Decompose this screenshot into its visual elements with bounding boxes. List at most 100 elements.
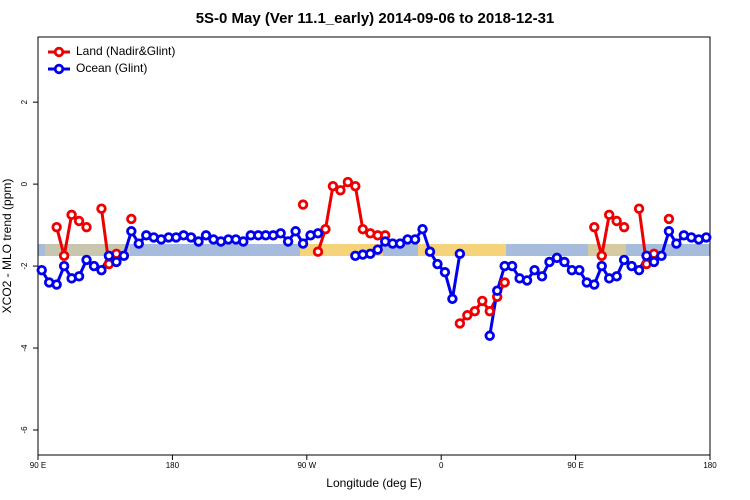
data-point — [350, 180, 361, 192]
y-tick-label: -2 — [20, 262, 29, 270]
data-point — [133, 238, 144, 249]
data-point — [484, 305, 495, 317]
data-point — [342, 176, 354, 188]
data-point — [282, 236, 294, 247]
plot-frame — [37, 36, 711, 456]
data-point — [417, 223, 428, 235]
data-point — [73, 271, 85, 282]
data-point — [51, 221, 62, 233]
legend-label: Land (Nadir&Glint) — [76, 44, 175, 58]
data-point — [484, 330, 495, 341]
data-point — [559, 256, 570, 268]
legend-marker — [53, 46, 65, 58]
data-point — [96, 264, 107, 276]
data-point — [477, 295, 488, 307]
data-point — [432, 258, 443, 270]
legend-label: Ocean (Glint) — [76, 61, 147, 75]
data-point — [506, 260, 518, 272]
data-point — [626, 260, 637, 272]
data-point — [297, 199, 309, 210]
data-point — [589, 221, 600, 233]
data-point — [596, 250, 607, 262]
data-point — [641, 250, 652, 262]
data-point — [492, 285, 503, 296]
data-point — [536, 271, 548, 282]
land-band — [588, 244, 626, 256]
x-tick-label: 90 E — [567, 461, 583, 470]
x-tick-label: 90 E — [30, 461, 46, 470]
y-tick-label: -4 — [20, 344, 29, 352]
data-point — [372, 244, 383, 255]
data-point — [290, 226, 301, 237]
data-point — [604, 209, 615, 221]
data-point — [544, 256, 555, 268]
data-point — [312, 246, 324, 257]
data-point — [275, 228, 286, 239]
data-point — [499, 277, 510, 288]
x-tick-label: 180 — [166, 461, 180, 470]
data-point — [529, 264, 540, 276]
data-point — [611, 215, 622, 227]
x-tick-label: 180 — [703, 461, 717, 470]
data-point — [618, 254, 630, 266]
data-point — [185, 232, 197, 243]
data-point — [81, 254, 92, 266]
data-point — [365, 248, 376, 259]
data-point — [36, 264, 47, 276]
x-tick-label: 0 — [439, 461, 444, 470]
x-axis-label: Longitude (deg E) — [326, 476, 421, 490]
data-point — [58, 250, 70, 262]
data-point — [126, 226, 137, 237]
data-point — [551, 252, 563, 264]
data-point — [394, 238, 406, 249]
y-tick-label: -6 — [20, 426, 29, 434]
data-point — [671, 238, 682, 249]
data-point — [73, 215, 85, 227]
data-point — [589, 279, 600, 290]
data-point — [51, 279, 62, 290]
data-point — [111, 256, 122, 268]
data-point — [58, 260, 70, 272]
data-point — [633, 203, 645, 214]
legend-marker — [53, 63, 65, 75]
data-point — [118, 250, 130, 262]
data-point — [126, 213, 137, 225]
data-point — [335, 185, 346, 196]
data-point — [193, 236, 204, 247]
data-point — [469, 305, 480, 317]
data-point — [81, 221, 92, 233]
y-tick-label: 0 — [20, 181, 29, 186]
data-point — [454, 318, 466, 329]
data-point — [357, 223, 368, 235]
x-tick-label: 90 W — [297, 461, 316, 470]
data-point — [633, 264, 645, 276]
data-point — [439, 267, 451, 278]
data-point — [447, 293, 458, 305]
data-point — [521, 275, 533, 286]
data-point — [648, 256, 660, 268]
data-point — [320, 223, 331, 235]
data-point — [409, 234, 421, 245]
data-point — [103, 250, 115, 262]
data-point — [200, 230, 212, 241]
data-point — [574, 264, 585, 276]
data-point — [454, 248, 466, 259]
data-point — [312, 228, 324, 239]
data-point — [462, 310, 473, 321]
data-point — [663, 226, 675, 237]
data-point — [701, 232, 712, 243]
data-point — [596, 260, 607, 272]
data-point — [618, 221, 630, 233]
y-axis-label: XCO2 - MLO trend (ppm) — [0, 179, 14, 314]
data-point — [88, 260, 100, 272]
data-point — [611, 271, 622, 282]
data-point — [424, 246, 436, 257]
chart-title: 5S-0 May (Ver 11.1_early) 2014-09-06 to … — [196, 10, 555, 27]
data-point — [238, 236, 249, 247]
data-point — [297, 238, 309, 249]
data-point — [327, 180, 339, 192]
y-tick-label: 2 — [20, 99, 29, 104]
data-point — [96, 203, 107, 214]
data-point — [663, 213, 675, 225]
